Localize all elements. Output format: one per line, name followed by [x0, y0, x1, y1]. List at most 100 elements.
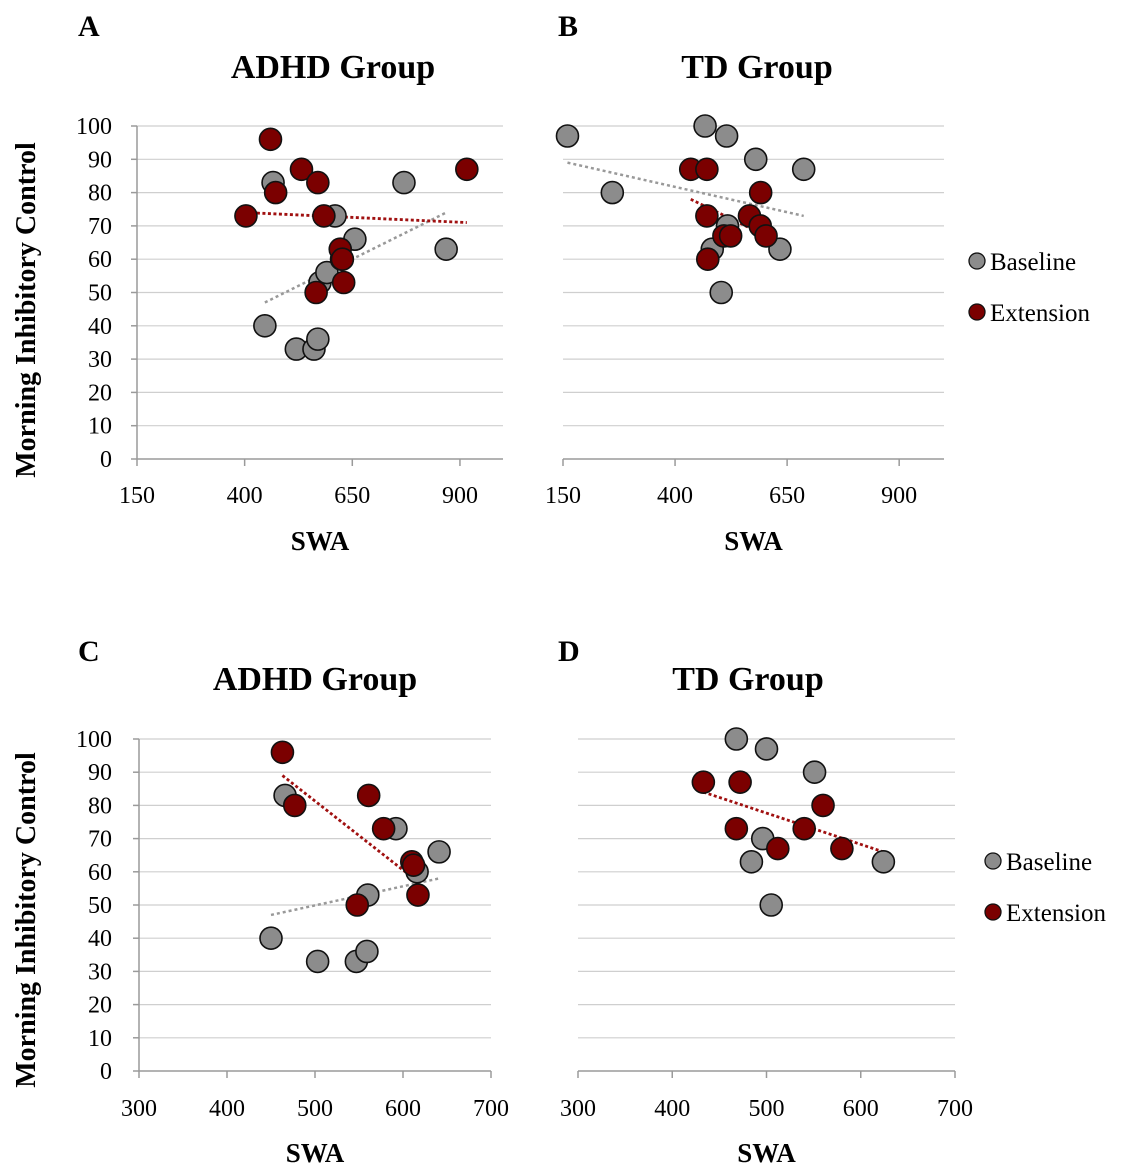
extension-point [345, 893, 370, 917]
y-tick-label: 50 [88, 893, 112, 919]
panel-letter: B [558, 10, 578, 43]
legend-extension-marker [968, 303, 986, 321]
baseline-point [305, 949, 330, 974]
panel-d: D TD Group 300 400 500 600 700 SWA [558, 635, 973, 1168]
y-tick-label: 0 [100, 447, 112, 473]
panel-title: TD Group [672, 661, 823, 698]
legend: Baseline Extension [984, 849, 1106, 927]
baseline-point [759, 893, 784, 917]
extension-point [455, 157, 479, 182]
baseline-point [306, 327, 330, 351]
baseline-point [392, 170, 416, 195]
legend-baseline-label: Baseline [990, 249, 1076, 276]
y-tick-label: 70 [88, 827, 112, 853]
y-tick-label: 20 [88, 380, 112, 406]
legend-baseline-label: Baseline [1006, 849, 1092, 876]
baseline-point [871, 850, 896, 874]
extension-point [306, 170, 330, 195]
y-tick-label: 60 [88, 247, 112, 273]
extension-trendline [281, 774, 419, 883]
baseline-point [434, 237, 458, 262]
baseline-point [253, 313, 277, 338]
extension-point [331, 270, 356, 295]
y-tick-label: 50 [88, 281, 112, 307]
panel-letter: A [78, 10, 100, 43]
extension-point [695, 157, 719, 182]
panel-letter: D [558, 635, 580, 668]
x-tick-label: 900 [881, 483, 917, 509]
baseline-point [693, 114, 717, 138]
legend-extension-marker [984, 903, 1002, 921]
extension-trendline [702, 790, 884, 854]
extension-point [754, 224, 778, 248]
x-tick-label: 300 [121, 1096, 157, 1122]
extension-point [695, 247, 720, 272]
panel-b: B TD Group 150 400 650 900 SWA [545, 10, 944, 556]
baseline-point [739, 850, 764, 874]
extension-point [356, 783, 381, 808]
extension-point [830, 836, 854, 861]
baseline-point [259, 926, 283, 951]
x-tick-label: 400 [657, 483, 693, 509]
y-tick-label: 40 [88, 926, 112, 952]
x-tick-label: 650 [769, 483, 805, 509]
y-tick-label: 80 [88, 793, 112, 819]
y-tick-label: 70 [88, 214, 112, 240]
x-tick-label: 500 [297, 1096, 333, 1122]
panel-a: A ADHD Group 150 400 650 900 0 10 20 30 40 50 60 70 80… [11, 10, 503, 556]
baseline-point [709, 280, 734, 305]
x-tick-label: 400 [209, 1096, 245, 1122]
x-tick-label: 150 [119, 483, 155, 509]
y-tick-label: 80 [88, 181, 112, 207]
x-tick-label: 400 [227, 483, 263, 509]
extension-point [371, 816, 396, 841]
y-tick-label: 100 [76, 114, 112, 140]
baseline-point [555, 124, 580, 148]
extension-point [263, 180, 288, 205]
x-tick-label: 500 [749, 1096, 785, 1122]
x-tick-label: 150 [545, 483, 581, 509]
y-tick-label: 60 [88, 860, 112, 886]
x-tick-label: 700 [473, 1096, 509, 1122]
panel-c: C ADHD Group 300 400 500 600 700 0 10 20 30 40 50 60 7… [11, 635, 509, 1168]
baseline-point [724, 727, 749, 751]
panel-title: ADHD Group [231, 49, 435, 86]
panel-letter: C [78, 635, 100, 668]
panel-title: TD Group [681, 49, 832, 86]
extension-point [330, 247, 355, 272]
legend-baseline-marker [984, 852, 1002, 870]
y-tick-label: 20 [88, 993, 112, 1019]
extension-point [748, 180, 773, 205]
x-tick-label: 600 [385, 1096, 421, 1122]
baseline-trendline [567, 161, 804, 218]
extension-point [289, 157, 314, 182]
extension-point [282, 793, 307, 818]
x-tick-label: 650 [334, 483, 370, 509]
extension-point [401, 853, 426, 877]
y-axis-label: Morning Inhibitory Control [11, 142, 42, 478]
x-tick-label: 600 [843, 1096, 879, 1122]
extension-point [270, 740, 295, 765]
y-tick-label: 10 [88, 414, 112, 440]
extension-point [766, 836, 790, 861]
baseline-point [754, 737, 779, 761]
y-tick-label: 10 [88, 1026, 112, 1052]
extension-point [304, 280, 328, 305]
y-tick-label: 40 [88, 314, 112, 340]
legend: Baseline Extension [968, 249, 1090, 327]
y-axis-label: Morning Inhibitory Control [11, 752, 42, 1088]
y-tick-label: 30 [88, 959, 112, 985]
baseline-trendline [264, 211, 447, 304]
panel-title: ADHD Group [213, 661, 417, 698]
legend-extension-label: Extension [1006, 900, 1106, 927]
extension-point [728, 770, 752, 794]
extension-point [234, 204, 258, 228]
y-tick-label: 100 [76, 727, 112, 753]
baseline-point [355, 939, 379, 964]
baseline-point [802, 760, 827, 785]
extension-point [406, 883, 430, 907]
y-tick-label: 90 [88, 760, 112, 786]
extension-point [312, 204, 336, 228]
x-tick-label: 300 [560, 1096, 596, 1122]
